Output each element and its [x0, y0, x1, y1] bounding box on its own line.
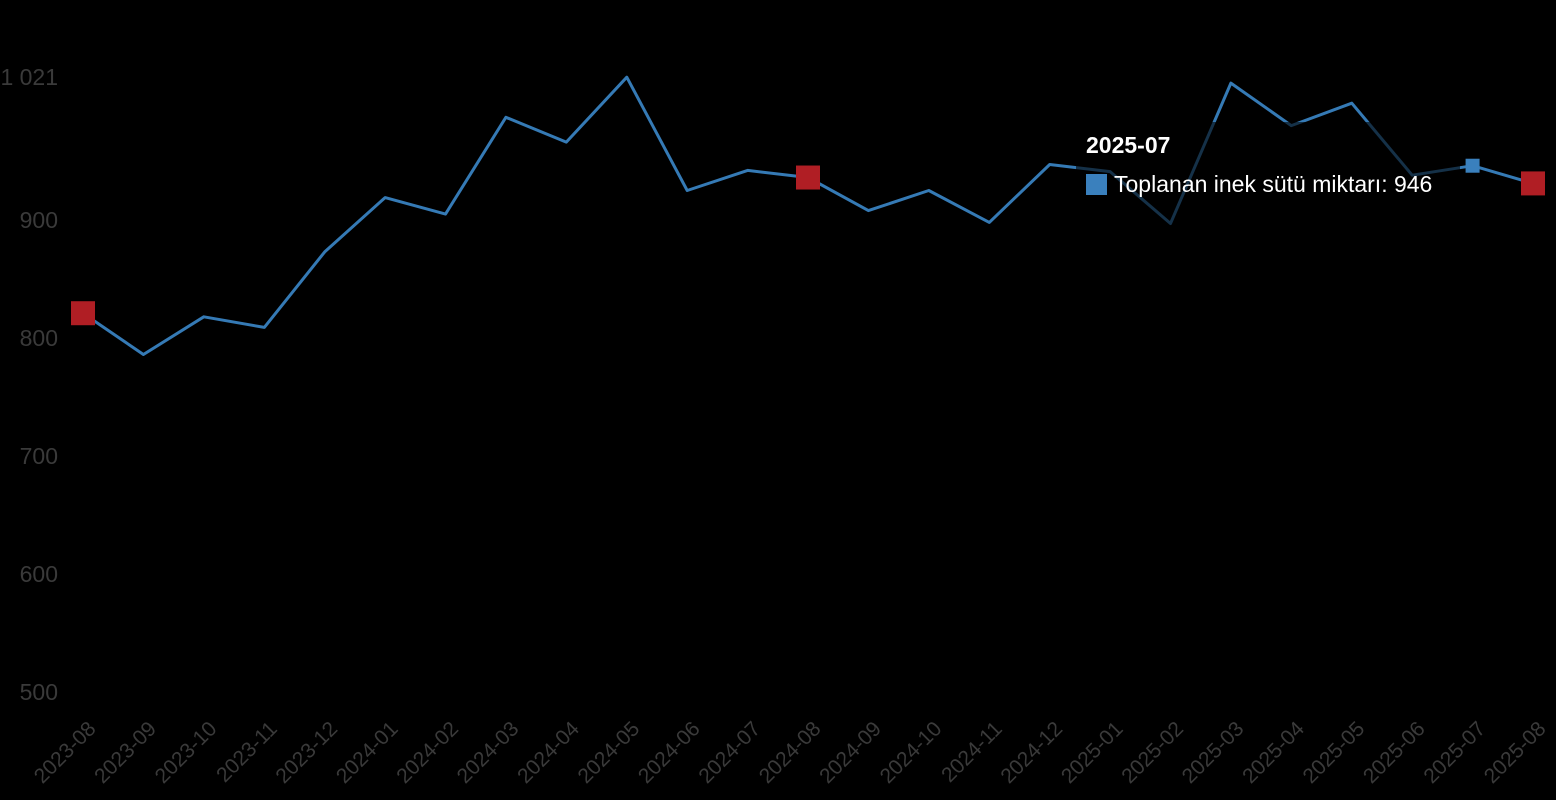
- hover-marker-2025-07[interactable]: [1465, 158, 1480, 173]
- x-axis-label: 2025-01: [1057, 717, 1128, 788]
- tooltip: 2025-07 Toplanan inek sütü miktarı: 946: [1076, 122, 1460, 227]
- y-axis-label: 900: [20, 207, 58, 233]
- y-axis-label: 1 021: [0, 64, 58, 90]
- x-axis-label: 2025-05: [1299, 717, 1370, 788]
- x-axis-label: 2023-11: [212, 717, 282, 787]
- tooltip-title: 2025-07: [1086, 132, 1171, 158]
- x-axis-label: 2025-03: [1178, 717, 1249, 788]
- x-axis-label: 2024-10: [876, 717, 947, 788]
- x-axis-label: 2024-01: [332, 717, 403, 788]
- y-axis-label: 500: [20, 679, 58, 705]
- x-axis-label: 2023-09: [90, 717, 161, 788]
- x-axis-label: 2024-08: [755, 717, 826, 788]
- x-axis-label: 2024-04: [513, 717, 584, 788]
- y-axis-label: 800: [20, 325, 58, 351]
- y-axis-label: 700: [20, 443, 58, 469]
- y-axis-label: 600: [20, 561, 58, 587]
- x-axis-label: 2024-12: [996, 717, 1067, 788]
- x-axis-label: 2024-11: [937, 717, 1007, 787]
- x-axis-label: 2024-07: [694, 717, 765, 788]
- x-axis-label: 2023-08: [30, 717, 101, 788]
- highlight-marker-2024-08[interactable]: [796, 165, 820, 190]
- series-swatch-icon: [1086, 174, 1107, 195]
- x-axis-label: 2023-12: [271, 717, 342, 788]
- x-axis-label: 2025-02: [1117, 717, 1188, 788]
- x-axis-label: 2025-04: [1238, 717, 1309, 788]
- x-axis-label: 2024-06: [634, 717, 705, 788]
- tooltip-row: Toplanan inek sütü miktarı: 946: [1086, 171, 1460, 198]
- x-axis-label: 2023-10: [151, 717, 222, 788]
- tooltip-series-value: Toplanan inek sütü miktarı: 946: [1114, 171, 1433, 197]
- x-axis-label: 2025-08: [1480, 717, 1551, 788]
- x-axis-label: 2024-03: [453, 717, 524, 788]
- highlight-marker-2023-08[interactable]: [71, 301, 95, 326]
- x-axis-label: 2024-09: [815, 717, 886, 788]
- x-axis-label: 2024-02: [392, 717, 463, 788]
- x-axis-label: 2025-07: [1419, 717, 1490, 788]
- x-axis-label: 2024-05: [574, 717, 645, 788]
- x-axis-label: 2025-06: [1359, 717, 1430, 788]
- highlight-marker-2025-08[interactable]: [1521, 171, 1545, 196]
